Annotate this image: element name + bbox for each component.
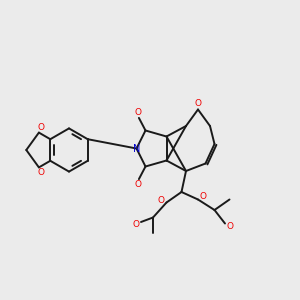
Text: O: O	[158, 196, 165, 205]
Text: O: O	[134, 180, 141, 189]
Text: O: O	[194, 99, 202, 108]
Text: O: O	[134, 108, 141, 117]
Text: O: O	[37, 168, 44, 177]
Text: N: N	[133, 143, 140, 154]
Text: O: O	[200, 192, 207, 201]
Text: O: O	[132, 220, 140, 229]
Text: O: O	[37, 123, 44, 132]
Text: O: O	[226, 222, 234, 231]
